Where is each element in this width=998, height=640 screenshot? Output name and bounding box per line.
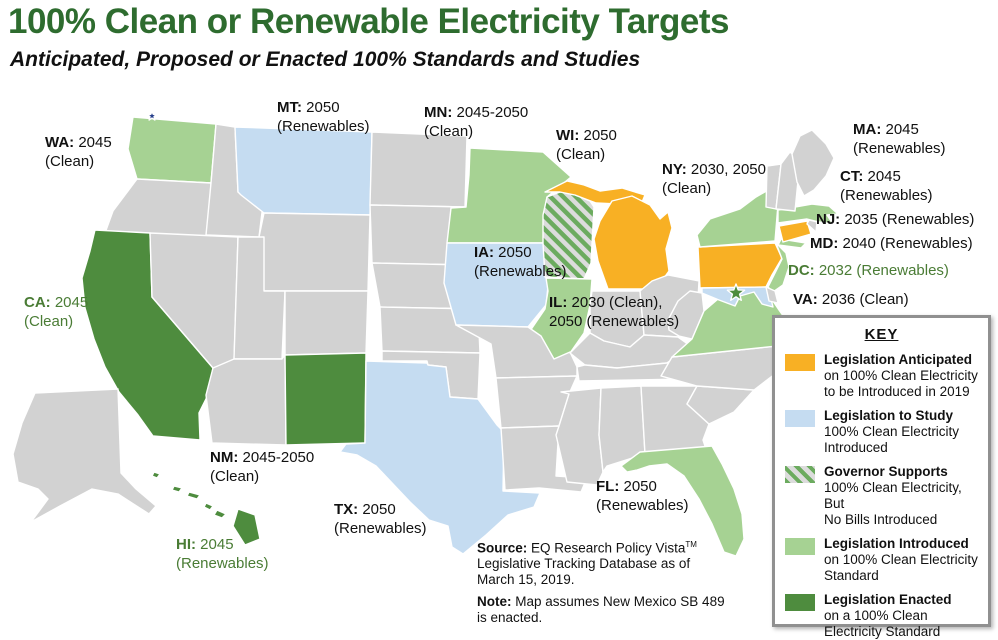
legend: KEY Legislation Anticipated on 100% Clean… xyxy=(772,315,991,639)
state-HI-island xyxy=(213,509,227,519)
state-label-DC: DC: 2032 (Renewables) xyxy=(788,262,949,279)
state-HI-island xyxy=(171,485,183,493)
state-label-WI: WI: 2050 (Clean) xyxy=(556,127,617,163)
anticipated-swatch xyxy=(785,354,815,371)
page-subtitle: Anticipated, Proposed or Enacted 100% St… xyxy=(10,48,641,71)
state-AZ xyxy=(205,354,287,446)
state-HI-island xyxy=(186,491,201,500)
state-label-NJ: NJ: 2035 (Renewables) xyxy=(816,211,975,228)
state-HI-big-island xyxy=(232,508,261,546)
state-label-NY: NY: 2030, 2050 (Clean) xyxy=(662,161,766,197)
state-FL xyxy=(620,445,745,557)
state-label-WA: WA: 2045 (Clean) xyxy=(45,134,112,170)
study-swatch xyxy=(785,410,815,427)
state-PA xyxy=(697,242,783,289)
state-DE xyxy=(765,286,779,304)
state-label-HI: HI: 2045 (Renewables) xyxy=(176,536,269,572)
wa-star-marker-icon xyxy=(146,110,158,121)
state-AK xyxy=(12,388,157,523)
state-WA xyxy=(127,116,217,184)
state-label-MD: MD: 2040 (Renewables) xyxy=(810,235,973,252)
state-ND xyxy=(369,131,468,208)
state-TX xyxy=(339,360,541,555)
state-label-TX: TX: 2050 (Renewables) xyxy=(334,501,427,537)
legend-item-introduced: Legislation Introduced on 100% Clean Elec… xyxy=(783,536,980,584)
enacted-swatch xyxy=(785,594,815,611)
state-label-FL: FL: 2050 (Renewables) xyxy=(596,478,689,514)
state-HI-island xyxy=(151,471,161,479)
state-label-CA: CA: 2045 (Clean) xyxy=(24,294,89,330)
legend-item-study: Legislation to Study 100% Clean Electrici… xyxy=(783,408,980,456)
state-label-VA: VA: 2036 (Clean) xyxy=(793,291,909,308)
state-label-MT: MT: 2050 (Renewables) xyxy=(277,99,370,135)
legend-item-anticipated: Legislation Anticipated on 100% Clean Ele… xyxy=(783,352,980,400)
state-NM xyxy=(284,352,367,446)
state-label-IL: IL: 2030 (Clean), 2050 (Renewables) xyxy=(549,294,680,330)
page-title: 100% Clean or Renewable Electricity Targ… xyxy=(8,2,729,41)
state-WY xyxy=(258,212,371,292)
state-ME xyxy=(791,129,835,197)
state-label-MN: MN: 2045-2050 (Clean) xyxy=(424,104,529,140)
state-label-CT: CT: 2045 (Renewables) xyxy=(840,168,933,204)
dc-star-icon xyxy=(726,283,746,302)
introduced-swatch xyxy=(785,538,815,555)
state-HI-island xyxy=(203,502,214,511)
state-MO xyxy=(455,324,578,379)
legend-item-governor: Governor Supports 100% Clean Electricity,… xyxy=(783,464,980,528)
note-text: Note: Map assumes New Mexico SB 489 is e… xyxy=(477,594,725,625)
state-CT xyxy=(778,220,812,243)
legend-item-enacted: Legislation Enacted on a 100% Clean Electr… xyxy=(783,592,980,640)
state-NY xyxy=(696,188,780,248)
state-label-MA: MA: 2045 (Renewables) xyxy=(853,121,946,157)
governor-swatch xyxy=(785,466,815,483)
state-label-NM: NM: 2045-2050 (Clean) xyxy=(210,449,315,485)
legend-title: KEY xyxy=(864,326,899,343)
state-MT xyxy=(234,126,373,216)
source-text: Source: EQ Research Policy VistaTM Legis… xyxy=(477,540,697,587)
state-MI-lower xyxy=(593,195,673,290)
state-CO xyxy=(284,290,369,356)
state-label-IA: IA: 2050 (Renewables) xyxy=(474,244,567,280)
us-map xyxy=(12,110,839,557)
